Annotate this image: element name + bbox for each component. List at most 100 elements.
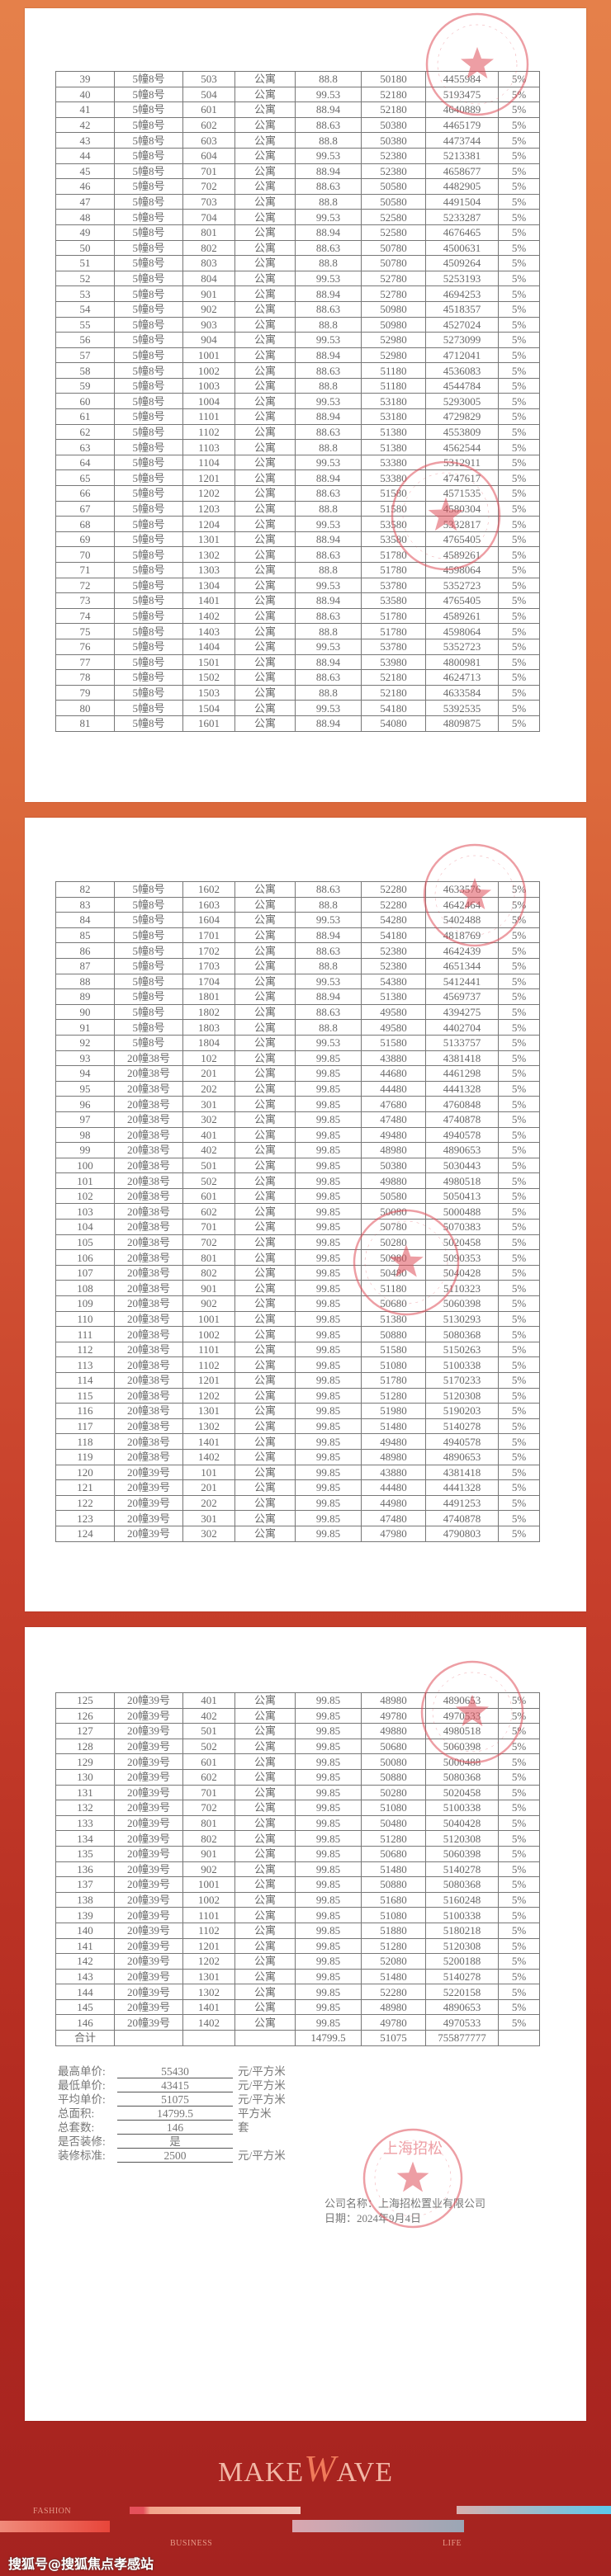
table-row: 109 20幢38号 902 公寓 99.85 50680 5060398 5% <box>55 1295 540 1312</box>
cell-rate: 5% <box>498 896 540 913</box>
cell-unit-price: 51480 <box>361 1418 426 1435</box>
cell-unit-price: 51580 <box>361 1341 426 1358</box>
table-row: 85 5幢8号 1701 公寓 88.94 54180 4818769 5% <box>55 927 540 944</box>
cell-unit-price: 52180 <box>361 86 426 103</box>
cell-room: 1202 <box>182 1953 235 1970</box>
cell-number: 55 <box>55 316 115 333</box>
table-row: 64 5幢8号 1104 公寓 99.53 53380 5312911 5% <box>55 454 540 471</box>
cell-rate: 5% <box>498 577 540 594</box>
cell-unit-price: 50280 <box>361 1784 426 1801</box>
cell-rate: 5% <box>498 1326 540 1342</box>
cell-number: 59 <box>55 377 115 394</box>
cell-number: 58 <box>55 362 115 379</box>
cell-rate: 5% <box>498 1922 540 1939</box>
cell-building: 5幢8号 <box>114 209 183 225</box>
cell-area: 88.94 <box>295 347 362 364</box>
cell-building: 5幢8号 <box>114 700 183 716</box>
cell-building: 20幢39号 <box>114 1525 183 1542</box>
cell-number: 101 <box>55 1172 115 1189</box>
cell-room: 1603 <box>182 896 235 913</box>
cell-building: 5幢8号 <box>114 285 183 302</box>
table-row: 146 20幢39号 1402 公寓 99.85 49780 4970533 5% <box>55 2014 540 2031</box>
cell-unit-price: 50580 <box>361 1187 426 1205</box>
table-row: 134 20幢39号 802 公寓 99.85 51280 5120308 5% <box>55 1830 540 1847</box>
summary-row: 总套数: 146 套 <box>58 2121 286 2135</box>
cell-type: 公寓 <box>234 101 296 118</box>
cell-total-price: 5050413 <box>425 1187 499 1205</box>
cell-rate: 5% <box>498 1418 540 1435</box>
cell-building: 5幢8号 <box>114 116 183 134</box>
cell-unit-price: 52380 <box>361 147 426 164</box>
cell-total-price: 5020458 <box>425 1784 499 1801</box>
table-row: 125 20幢39号 401 公寓 99.85 48980 4890653 5% <box>55 1692 540 1709</box>
cell-number: 41 <box>55 101 115 118</box>
cell-area: 99.85 <box>295 1111 362 1128</box>
cell-rate: 5% <box>498 285 540 302</box>
table-row: 114 20幢38号 1201 公寓 99.85 51780 5170233 5% <box>55 1372 540 1389</box>
cell-area: 99.85 <box>295 1372 362 1389</box>
cell-area: 99.85 <box>295 1968 362 1985</box>
cell-building: 5幢8号 <box>114 546 183 563</box>
cell-unit-price: 52980 <box>361 347 426 364</box>
table-row: 79 5幢8号 1503 公寓 88.8 52180 4633584 5% <box>55 684 540 701</box>
cell-total-price: 5090353 <box>425 1249 499 1266</box>
cell-number: 46 <box>55 178 115 195</box>
cell-total-price: 4642464 <box>425 896 499 913</box>
cell-building: 20幢38号 <box>114 1310 183 1328</box>
cell-number: 133 <box>55 1814 115 1832</box>
cell-number: 52 <box>55 270 115 287</box>
cell-type: 公寓 <box>234 1984 296 2000</box>
table-row: 72 5幢8号 1304 公寓 99.53 53780 5352723 5% <box>55 577 540 594</box>
cell-total-price: 4729829 <box>425 408 499 425</box>
cell-total-price: 4980518 <box>425 1172 499 1189</box>
cell-total-price: 5020458 <box>425 1234 499 1251</box>
cell-unit-price: 54380 <box>361 973 426 990</box>
cell-unit-price: 50780 <box>361 1219 426 1235</box>
cell-area: 99.85 <box>295 1264 362 1281</box>
cell-total-price: 5220158 <box>425 1984 499 2000</box>
cell-unit-price: 51080 <box>361 1356 426 1373</box>
cell-type: 公寓 <box>234 653 296 671</box>
cell-total-price: 5080368 <box>425 1876 499 1893</box>
cell-number: 92 <box>55 1034 115 1051</box>
table-row: 83 5幢8号 1603 公寓 88.8 52280 4642464 5% <box>55 896 540 913</box>
cell-area: 88.94 <box>295 531 362 548</box>
cell-room: 1101 <box>182 1341 235 1358</box>
cell-type: 公寓 <box>234 1937 296 1955</box>
cell-unit-price: 51280 <box>361 1830 426 1847</box>
cell-room: 1203 <box>182 500 235 517</box>
cell-rate: 5% <box>498 1126 540 1144</box>
cell-type: 公寓 <box>234 1126 296 1144</box>
table-row: 76 5幢8号 1404 公寓 99.53 53780 5352723 5% <box>55 638 540 655</box>
cell-total-price: 4482905 <box>425 178 499 195</box>
cell-type: 公寓 <box>234 1356 296 1373</box>
cell-total-price: 5100338 <box>425 1907 499 1923</box>
cell-unit-price: 51780 <box>361 1372 426 1389</box>
cell-number: 121 <box>55 1479 115 1496</box>
cell-rate: 5% <box>498 116 540 134</box>
cell-room: 1104 <box>182 454 235 471</box>
cell-number: 122 <box>55 1494 115 1512</box>
cell-area: 99.85 <box>295 1249 362 1266</box>
cell-type: 公寓 <box>234 300 296 318</box>
cell-room: 602 <box>182 116 235 134</box>
cell-type: 公寓 <box>234 500 296 517</box>
table-row: 106 20幢38号 801 公寓 99.85 50980 5090353 5% <box>55 1249 540 1266</box>
cell-number: 90 <box>55 1003 115 1021</box>
cell-area: 99.85 <box>295 1784 362 1801</box>
table-row: 129 20幢39号 601 公寓 99.85 50080 5000488 5% <box>55 1753 540 1770</box>
cell-building: 20幢39号 <box>114 1861 183 1878</box>
table-row: 46 5幢8号 702 公寓 88.63 50580 4482905 5% <box>55 178 540 195</box>
cell-rate: 5% <box>498 86 540 103</box>
cell-type: 公寓 <box>234 1203 296 1220</box>
cell-room: 704 <box>182 209 235 225</box>
cell-room: 603 <box>182 132 235 149</box>
table-row: 92 5幢8号 1804 公寓 99.53 51580 5133757 5% <box>55 1034 540 1051</box>
cell-building: 20幢39号 <box>114 1510 183 1526</box>
cell-rate: 5% <box>498 1142 540 1158</box>
cell-building: 5幢8号 <box>114 224 183 241</box>
table-row: 139 20幢39号 1101 公寓 99.85 51080 5100338 5% <box>55 1907 540 1923</box>
cell-area: 88.8 <box>295 255 362 271</box>
table-row: 56 5幢8号 904 公寓 99.53 52980 5273099 5% <box>55 332 540 348</box>
cell-number: 88 <box>55 973 115 990</box>
